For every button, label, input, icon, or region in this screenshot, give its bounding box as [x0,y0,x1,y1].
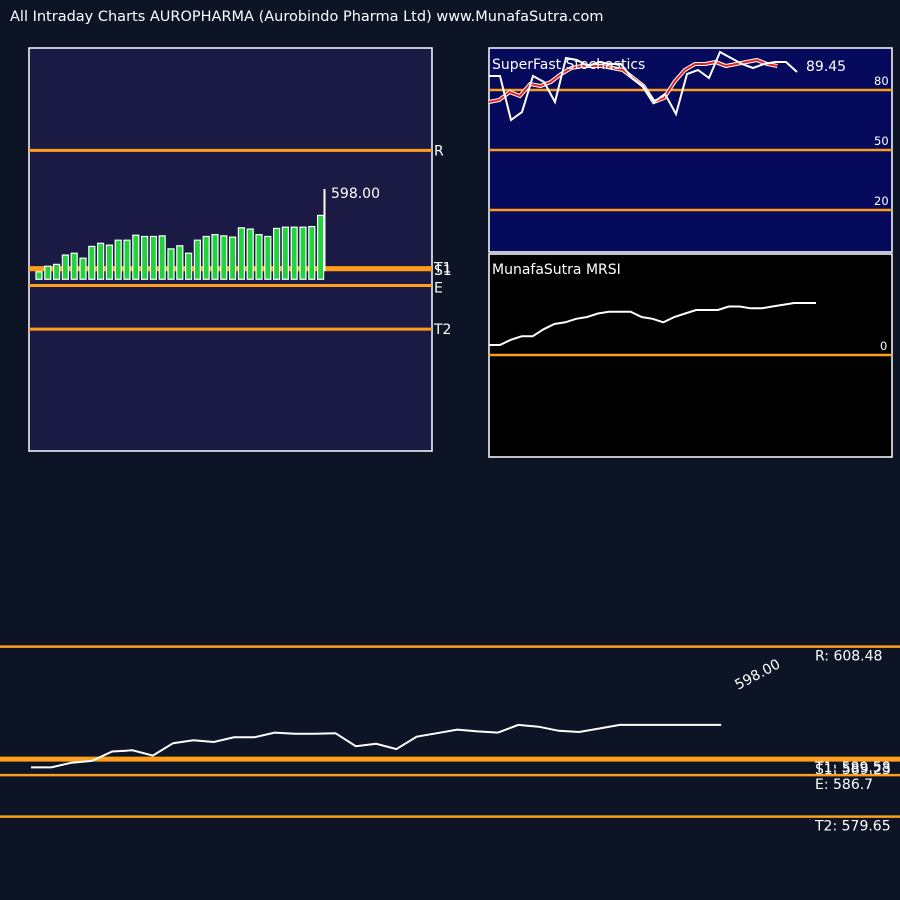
price-bars [35,214,325,280]
price-bar [141,235,149,280]
price-bar [220,235,228,280]
stochastics-panel: SuperFast Stochastics 89.45 80 50 20 [488,47,893,253]
price-bar [158,235,166,280]
price-bar [44,265,52,280]
price-bar [35,271,43,280]
price-bar [299,226,307,280]
stochastics-reference-labels: 80 50 20 [874,74,889,208]
price-bar [202,235,210,280]
price-bar [167,248,175,280]
stochastics-fast-line [489,50,798,122]
price-bar [264,235,272,280]
price-bar [114,239,122,280]
mrsi-panel: MunafaSutra MRSI 0 [488,253,893,458]
stochastics-value-label: 89.45 [806,59,846,75]
bar-level-label-s1: S1 [434,263,452,279]
bar-level-label-t2: T2 [433,322,451,338]
price-bar [123,239,131,280]
line-level-label-s1: S1: 589.23 [815,762,891,778]
page-title: All Intraday Charts AUROPHARMA (Aurobind… [10,9,604,25]
line-level-label-t1: T1: 589.58 [814,760,891,776]
price-bar [211,234,219,280]
price-bar [132,234,140,280]
bar-last-price-label: 598.00 [331,186,380,202]
price-bar [193,239,201,280]
line-last-price-label: 598.00 [732,656,783,693]
price-bar [105,244,114,280]
price-bar [317,214,325,280]
price-line [31,723,722,769]
line-level-label-r: R: 608.48 [815,649,882,665]
mrsi-line [489,302,816,346]
mrsi-title: MunafaSutra MRSI [492,262,621,278]
mrsi-zero-label: 0 [880,339,887,353]
price-bar [273,227,281,280]
price-bar [237,227,245,280]
price-bar [255,234,263,280]
stoch-ref-label-50: 50 [874,134,889,148]
price-bar [246,228,254,280]
price-bar [52,263,61,280]
price-line-levels [0,645,900,818]
price-bar [281,226,289,280]
price-bar [61,254,70,280]
stochastics-title: SuperFast Stochastics [492,57,645,73]
line-level-label-t2: T2: 579.65 [814,819,891,835]
price-bar [70,252,78,280]
price-bar [149,235,157,280]
line-level-label-e: E: 586.7 [815,777,873,793]
stochastics-reference-lines [489,88,892,212]
price-bar [79,257,87,280]
stoch-ref-label-80: 80 [874,74,889,88]
price-bar [290,226,298,280]
price-bar [185,252,193,280]
price-bar [308,225,316,280]
bar-level-label-r: R [434,143,444,159]
bar-level-label-e: E [434,280,443,296]
price-bar [229,236,237,280]
price-bar [96,242,105,280]
bar-level-label-t1: T1 [433,261,451,277]
stoch-ref-label-20: 20 [874,194,889,208]
price-bar [88,245,96,280]
price-bar [176,245,184,280]
